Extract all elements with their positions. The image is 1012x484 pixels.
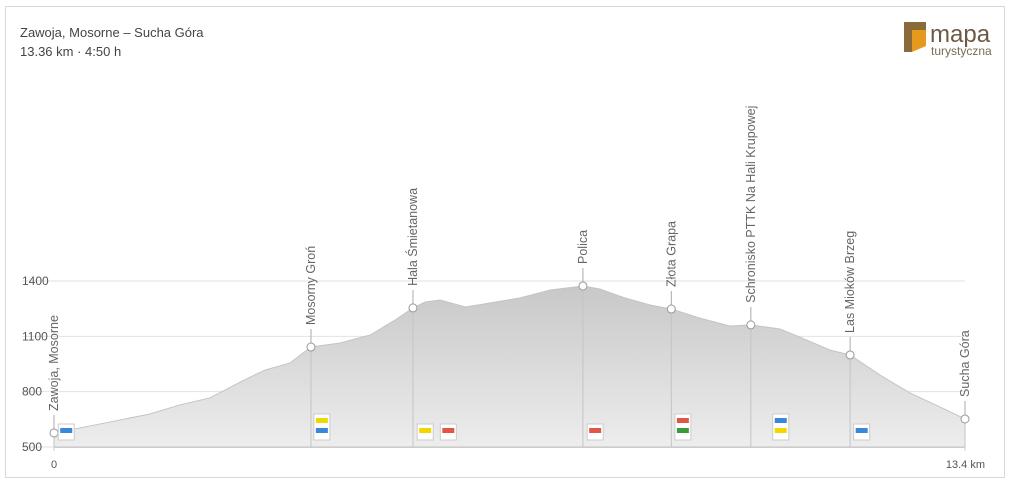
- trail-stripe: [774, 428, 787, 433]
- logo-icon: [912, 30, 926, 52]
- chart-title: Zawoja, Mosorne – Sucha Góra: [20, 25, 204, 40]
- trail-marker: [57, 423, 75, 441]
- y-tick-label: 800: [22, 385, 42, 399]
- y-tick-label: 1400: [22, 274, 49, 288]
- trail-stripe: [855, 428, 868, 433]
- trail-stripe: [60, 428, 73, 433]
- waypoint-label: Las Mioków Brzeg: [843, 231, 857, 333]
- waypoint-label: Złota Grapa: [664, 221, 678, 287]
- trail-marker: [416, 423, 434, 441]
- trail-badge: [772, 413, 790, 441]
- waypoint-label: Sucha Góra: [958, 330, 972, 397]
- x-tick-label: 0: [51, 459, 57, 471]
- trail-marker: [439, 423, 457, 441]
- waypoint: [746, 320, 756, 330]
- trail-stripe: [676, 428, 689, 433]
- waypoint-label: Mosorny Groń: [304, 246, 318, 325]
- trail-badge: [674, 413, 692, 441]
- trail-badge: [313, 413, 331, 441]
- trail-marker: [853, 423, 871, 441]
- trail-marker: [674, 413, 692, 441]
- trail-marker: [313, 413, 331, 441]
- trail-stripe: [442, 428, 455, 433]
- waypoint: [666, 304, 676, 314]
- waypoint-label: Zawoja, Mosorne: [47, 315, 61, 411]
- waypoint-label: Policа: [576, 230, 590, 264]
- waypoint-label: Hala Śmietanowa: [405, 188, 420, 286]
- waypoint: [306, 342, 316, 352]
- trail-stripe: [315, 428, 328, 433]
- trail-stripe: [774, 418, 787, 423]
- y-tick-label: 1100: [22, 329, 48, 343]
- y-tick-label: 500: [22, 440, 42, 454]
- waypoint-label: Schronisko PTTK Na Hali Krupowej: [744, 106, 758, 303]
- logo: mapa turystyczna: [904, 21, 992, 58]
- trail-marker: [772, 413, 790, 441]
- logo-icon: [904, 22, 926, 52]
- trail-stripe: [419, 428, 432, 433]
- trail-marker: [586, 423, 604, 441]
- logo-name: mapa: [930, 21, 991, 48]
- waypoint: [408, 303, 418, 313]
- waypoint: [578, 281, 588, 291]
- trail-stripe: [589, 428, 602, 433]
- elevation-area: [53, 285, 966, 448]
- waypoint: [960, 414, 970, 424]
- trail-stripe: [315, 418, 328, 423]
- waypoint: [845, 350, 855, 360]
- trail-stripe: [676, 418, 689, 423]
- waypoint: [49, 428, 59, 438]
- chart-subtitle: 13.36 km · 4:50 h: [20, 44, 121, 59]
- x-tick-label: 13.4 km: [946, 459, 985, 471]
- logo-tagline: turystyczna: [931, 44, 992, 58]
